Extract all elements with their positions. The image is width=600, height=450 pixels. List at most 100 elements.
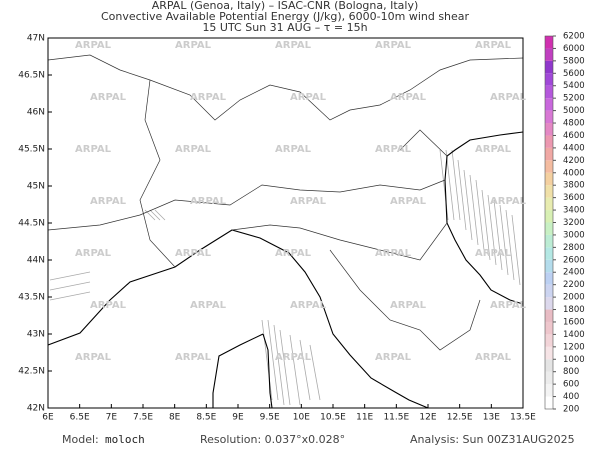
x-tick-label: 6.5E [70,413,90,423]
colorbar-swatch [545,73,553,86]
colorbar-label: 2400 [563,268,585,278]
colorbar-swatch [545,36,553,49]
colorbar-label: 800 [563,367,579,377]
watermark: ARPAL [90,196,127,207]
colorbar-label: 600 [563,380,579,390]
y-tick-label: 43.5N [18,293,45,303]
colorbar-label: 1800 [563,305,585,315]
watermark: ARPAL [75,248,112,259]
watermark: ARPAL [190,300,227,311]
watermark: ARPAL [290,92,327,103]
y-tick-label: 45.5N [18,145,45,155]
watermark: ARPAL [490,300,527,311]
x-tick-label: 11.5E [383,413,409,423]
colorbar-swatch [545,359,553,372]
watermark: ARPAL [490,92,527,103]
colorbar-swatch [545,309,553,322]
colorbar-swatch [545,284,553,298]
watermark: ARPAL [275,144,312,155]
watermark: ARPAL [75,352,112,363]
colorbar-label: 6000 [563,44,585,54]
colorbar: 200 400 600 800 1000 1200 1400 1600 1800 2000 2200… [544,32,585,415]
colorbar-label: 6200 [563,32,585,42]
x-tick-label: 13.5E [510,413,536,423]
colorbar-label: 5800 [563,56,585,66]
x-tick-label: 7.5E [133,413,153,423]
watermark: ARPAL [175,248,212,259]
colorbar-swatch [545,247,553,260]
watermark: ARPAL [175,144,212,155]
x-tick-label: 10E [293,413,310,423]
x-tick-label: 12E [419,413,436,423]
y-tick-label: 45N [27,182,45,192]
watermark: ARPAL [475,352,512,363]
footer-resolution: Resolution: 0.037°x0.028° [200,433,345,446]
wind-barbs [49,149,521,406]
colorbar-label: 200 [563,405,579,415]
colorbar-label: 2000 [563,293,585,303]
watermark: ARPAL [90,300,127,311]
colorbar-swatch [545,334,553,347]
colorbar-swatch [545,60,553,74]
footer-model: moloch [105,433,145,446]
border [139,79,176,268]
colorbar-label: 3600 [563,193,585,203]
border [47,54,524,121]
colorbar-swatch [545,85,553,99]
colorbar-swatch [545,147,553,161]
colorbar-swatch [545,297,553,310]
watermark: ARPAL [390,92,427,103]
colorbar-swatch [545,259,553,273]
x-tick-label: 10.5E [320,413,346,423]
y-tick-label: 42N [27,404,45,414]
watermark: ARPAL [475,144,512,155]
watermark: ARPAL [90,92,127,103]
y-tick-label: 44.5N [18,219,45,229]
colorbar-swatch [545,123,553,136]
x-tick-label: 13E [483,413,500,423]
colorbar-swatch [545,135,553,148]
watermark: ARPAL [175,352,212,363]
x-tick-label: 8.5E [196,413,216,423]
watermark: ARPAL [190,196,227,207]
border [231,222,448,261]
watermark: ARPAL [75,144,112,155]
colorbar-label: 5400 [563,81,585,91]
x-tick-label: 7E [106,413,118,423]
border [47,179,446,231]
title-line: ARPAL (Genoa, Italy) – ISAC-CNR (Bologna… [152,0,419,12]
footer-model-label: Model: [62,433,99,446]
colorbar-label: 1600 [563,317,585,327]
colorbar-swatch [545,160,553,173]
colorbar-swatch [545,234,553,248]
colorbar-swatch [545,384,553,397]
x-tick-label: 6E [42,413,54,423]
map-layer [47,54,524,409]
colorbar-label: 3000 [563,230,585,240]
colorbar-swatch [545,222,553,235]
colorbar-label: 3200 [563,218,585,228]
watermark: ARPAL [475,40,512,51]
title-line: 15 UTC Sun 31 AUG – τ = 15h [202,21,367,34]
colorbar-label: 4000 [563,168,585,178]
x-tick-label: 12.5E [447,413,473,423]
coastline [212,333,273,409]
watermark: ARPAL [390,196,427,207]
watermark: ARPAL [275,352,312,363]
watermark: ARPAL [275,40,312,51]
x-tick-label: 9.5E [260,413,280,423]
y-tick-label: 44N [27,256,45,266]
colorbar-label: 1000 [563,355,585,365]
watermark: ARPAL [375,352,412,363]
colorbar-label: 5200 [563,94,585,104]
axis-ticks: 6E 6.5E 7E 7.5E 8E 8.5E 9E 9.5E 10E 10.5E 11E 11.5E… [18,34,536,423]
colorbar-label: 2600 [563,255,585,265]
colorbar-swatch [545,210,553,223]
watermark: ARPAL [190,92,227,103]
colorbar-swatch [545,321,553,335]
colorbar-label: 4200 [563,156,585,166]
y-tick-label: 42.5N [18,367,45,377]
colorbar-swatch [545,185,553,198]
colorbar-swatch [545,396,553,409]
